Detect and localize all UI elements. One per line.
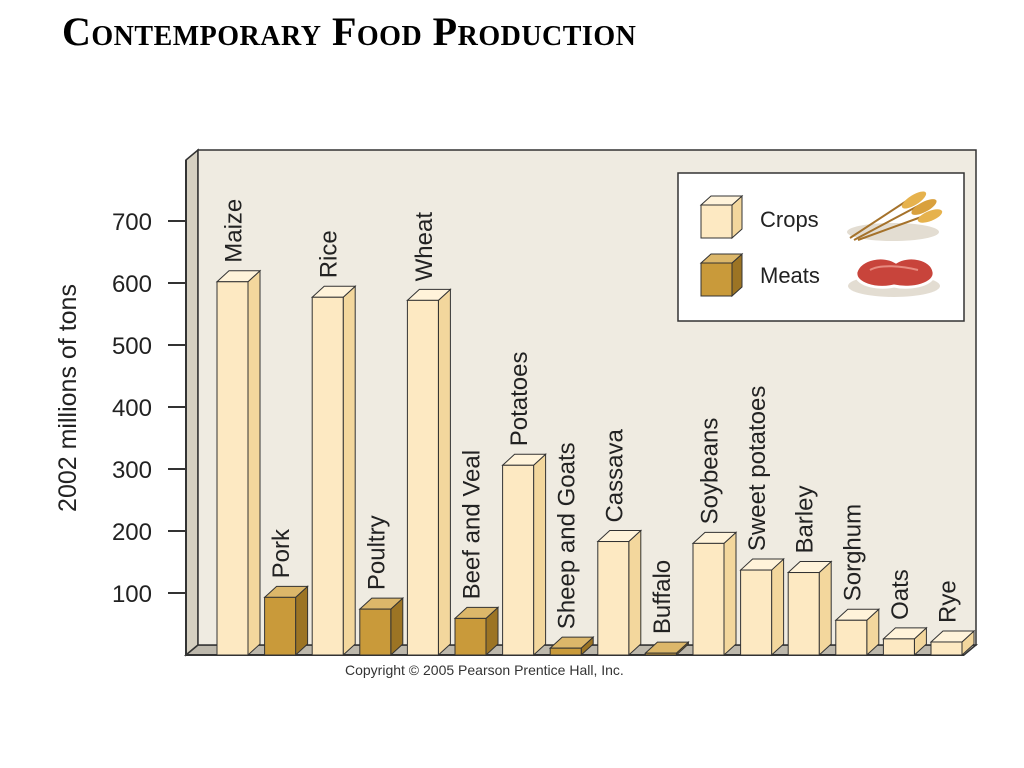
category-label: Wheat bbox=[411, 212, 438, 282]
category-label: Oats bbox=[887, 569, 914, 620]
copyright-text: Copyright © 2005 Pearson Prentice Hall, … bbox=[345, 662, 624, 678]
category-label: Sorghum bbox=[839, 504, 866, 601]
category-label: Maize bbox=[221, 199, 248, 263]
bar-oats bbox=[882, 626, 928, 657]
bars bbox=[215, 269, 976, 657]
y-tick-label: 400 bbox=[112, 395, 152, 422]
chart-side-wall bbox=[185, 148, 199, 657]
y-tick-label: 500 bbox=[112, 333, 152, 360]
y-tick-label: 700 bbox=[112, 209, 152, 236]
legend-meats-swatch bbox=[699, 252, 744, 298]
category-label: Barley bbox=[792, 486, 819, 554]
bar-sweet-potatoes bbox=[739, 557, 785, 657]
category-label: Sweet potatoes bbox=[744, 386, 771, 551]
slide-title: Contemporary Food Production bbox=[62, 9, 637, 54]
steak-icon bbox=[848, 256, 940, 297]
y-tick-label: 100 bbox=[112, 581, 152, 608]
bar-sorghum bbox=[834, 608, 881, 657]
y-axis-ticks: 100 200 300 400 500 600 700 bbox=[112, 209, 186, 608]
legend-meats-label: Meats bbox=[760, 263, 820, 288]
bar-soybeans bbox=[691, 531, 738, 657]
wheat-icon bbox=[847, 191, 943, 241]
bar-pork bbox=[263, 585, 309, 657]
bar-potatoes bbox=[501, 453, 547, 657]
bar-cassava bbox=[596, 529, 643, 657]
category-label: Cassava bbox=[601, 429, 628, 523]
category-label: Rye bbox=[935, 580, 962, 623]
bar-rice bbox=[310, 285, 357, 657]
legend-crops-swatch bbox=[699, 194, 744, 240]
category-label: Rice bbox=[316, 230, 343, 278]
category-label: Buffalo bbox=[649, 560, 676, 634]
bar-sheep-and-goats bbox=[548, 636, 595, 657]
bar-wheat bbox=[406, 288, 452, 657]
category-labels: Maize Pork Rice Poultry Wheat Beef and Veal Po… bbox=[221, 199, 962, 634]
category-label: Soybeans bbox=[697, 418, 724, 525]
legend: Crops Meats bbox=[677, 172, 965, 322]
bar-maize bbox=[215, 269, 262, 657]
y-axis-label: 2002 millions of tons bbox=[54, 284, 82, 512]
category-label: Pork bbox=[268, 528, 295, 578]
y-tick-label: 300 bbox=[112, 457, 152, 484]
legend-crops-label: Crops bbox=[760, 207, 819, 232]
category-label: Beef and Veal bbox=[459, 450, 486, 599]
category-label: Potatoes bbox=[506, 352, 533, 447]
bar-rye bbox=[929, 629, 976, 657]
category-label: Sheep and Goats bbox=[554, 442, 581, 629]
bar-poultry bbox=[358, 596, 405, 657]
y-tick-label: 600 bbox=[112, 271, 152, 298]
bar-buffalo bbox=[644, 641, 690, 657]
y-tick-label: 200 bbox=[112, 519, 152, 546]
bar-barley bbox=[786, 560, 833, 657]
bar-beef-and-veal bbox=[453, 606, 500, 657]
category-label: Poultry bbox=[363, 515, 390, 590]
